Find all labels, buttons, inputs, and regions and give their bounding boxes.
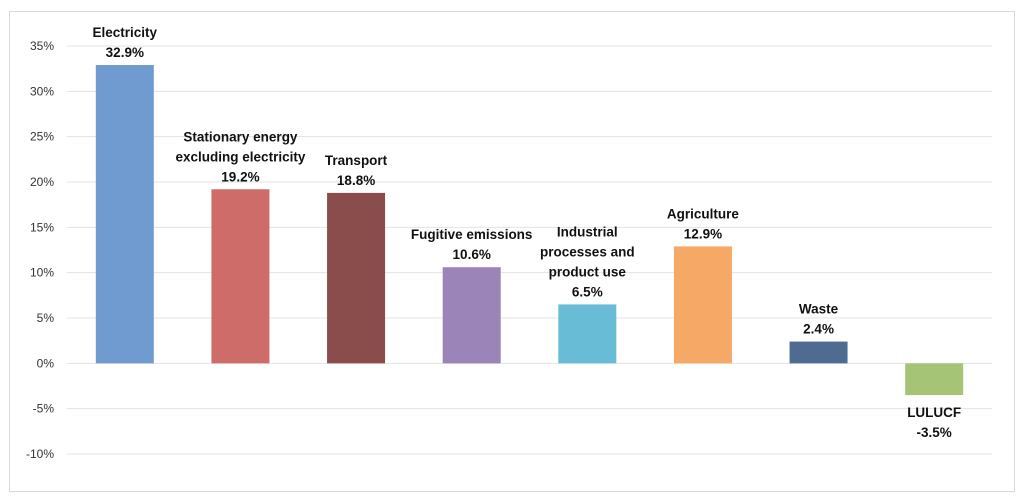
- bar: [789, 341, 848, 364]
- bar: [95, 65, 154, 364]
- y-tick-label: 20%: [30, 175, 54, 189]
- category-label: LULUCF: [907, 405, 961, 420]
- y-tick-label: 5%: [37, 311, 55, 325]
- value-label: 32.9%: [106, 45, 144, 60]
- y-tick-label: 30%: [30, 84, 54, 98]
- y-tick-label: -5%: [33, 402, 55, 416]
- category-label: Industrial: [557, 224, 618, 239]
- bar: [558, 304, 617, 364]
- y-tick-label: 35%: [30, 39, 54, 53]
- category-label: Waste: [799, 302, 839, 317]
- value-label: 6.5%: [572, 284, 603, 299]
- bar: [327, 192, 386, 364]
- category-label: Stationary energy: [183, 129, 298, 144]
- y-tick-label: 0%: [37, 356, 55, 370]
- category-label: processes and: [540, 244, 635, 259]
- value-label: 2.4%: [803, 322, 834, 337]
- value-label: 12.9%: [684, 226, 722, 241]
- y-axis-ticks: -10% -5% 0% 5% 10% 15% 20% 25% 30% 35%: [26, 39, 54, 461]
- category-label: Transport: [325, 153, 388, 168]
- y-tick-label: 25%: [30, 130, 54, 144]
- category-label: Fugitive emissions: [411, 227, 533, 242]
- bar: [442, 267, 501, 364]
- y-tick-label: 15%: [30, 220, 54, 234]
- gridlines: [67, 45, 992, 455]
- bars: [95, 65, 964, 396]
- bar: [673, 246, 732, 364]
- value-label: -3.5%: [917, 425, 952, 440]
- category-label: Electricity: [93, 25, 158, 40]
- value-label: 18.8%: [337, 173, 375, 188]
- y-tick-label: -10%: [26, 447, 54, 461]
- category-label: excluding electricity: [176, 149, 306, 164]
- bar: [211, 189, 270, 364]
- category-label: product use: [549, 264, 627, 279]
- data-labels: 32.9% Electricity 19.2% Stationary energy ex…: [93, 25, 962, 440]
- value-label: 19.2%: [221, 169, 259, 184]
- value-label: 10.6%: [453, 247, 491, 262]
- y-tick-label: 10%: [30, 266, 54, 280]
- bar: [905, 363, 964, 396]
- category-label: Agriculture: [667, 206, 740, 221]
